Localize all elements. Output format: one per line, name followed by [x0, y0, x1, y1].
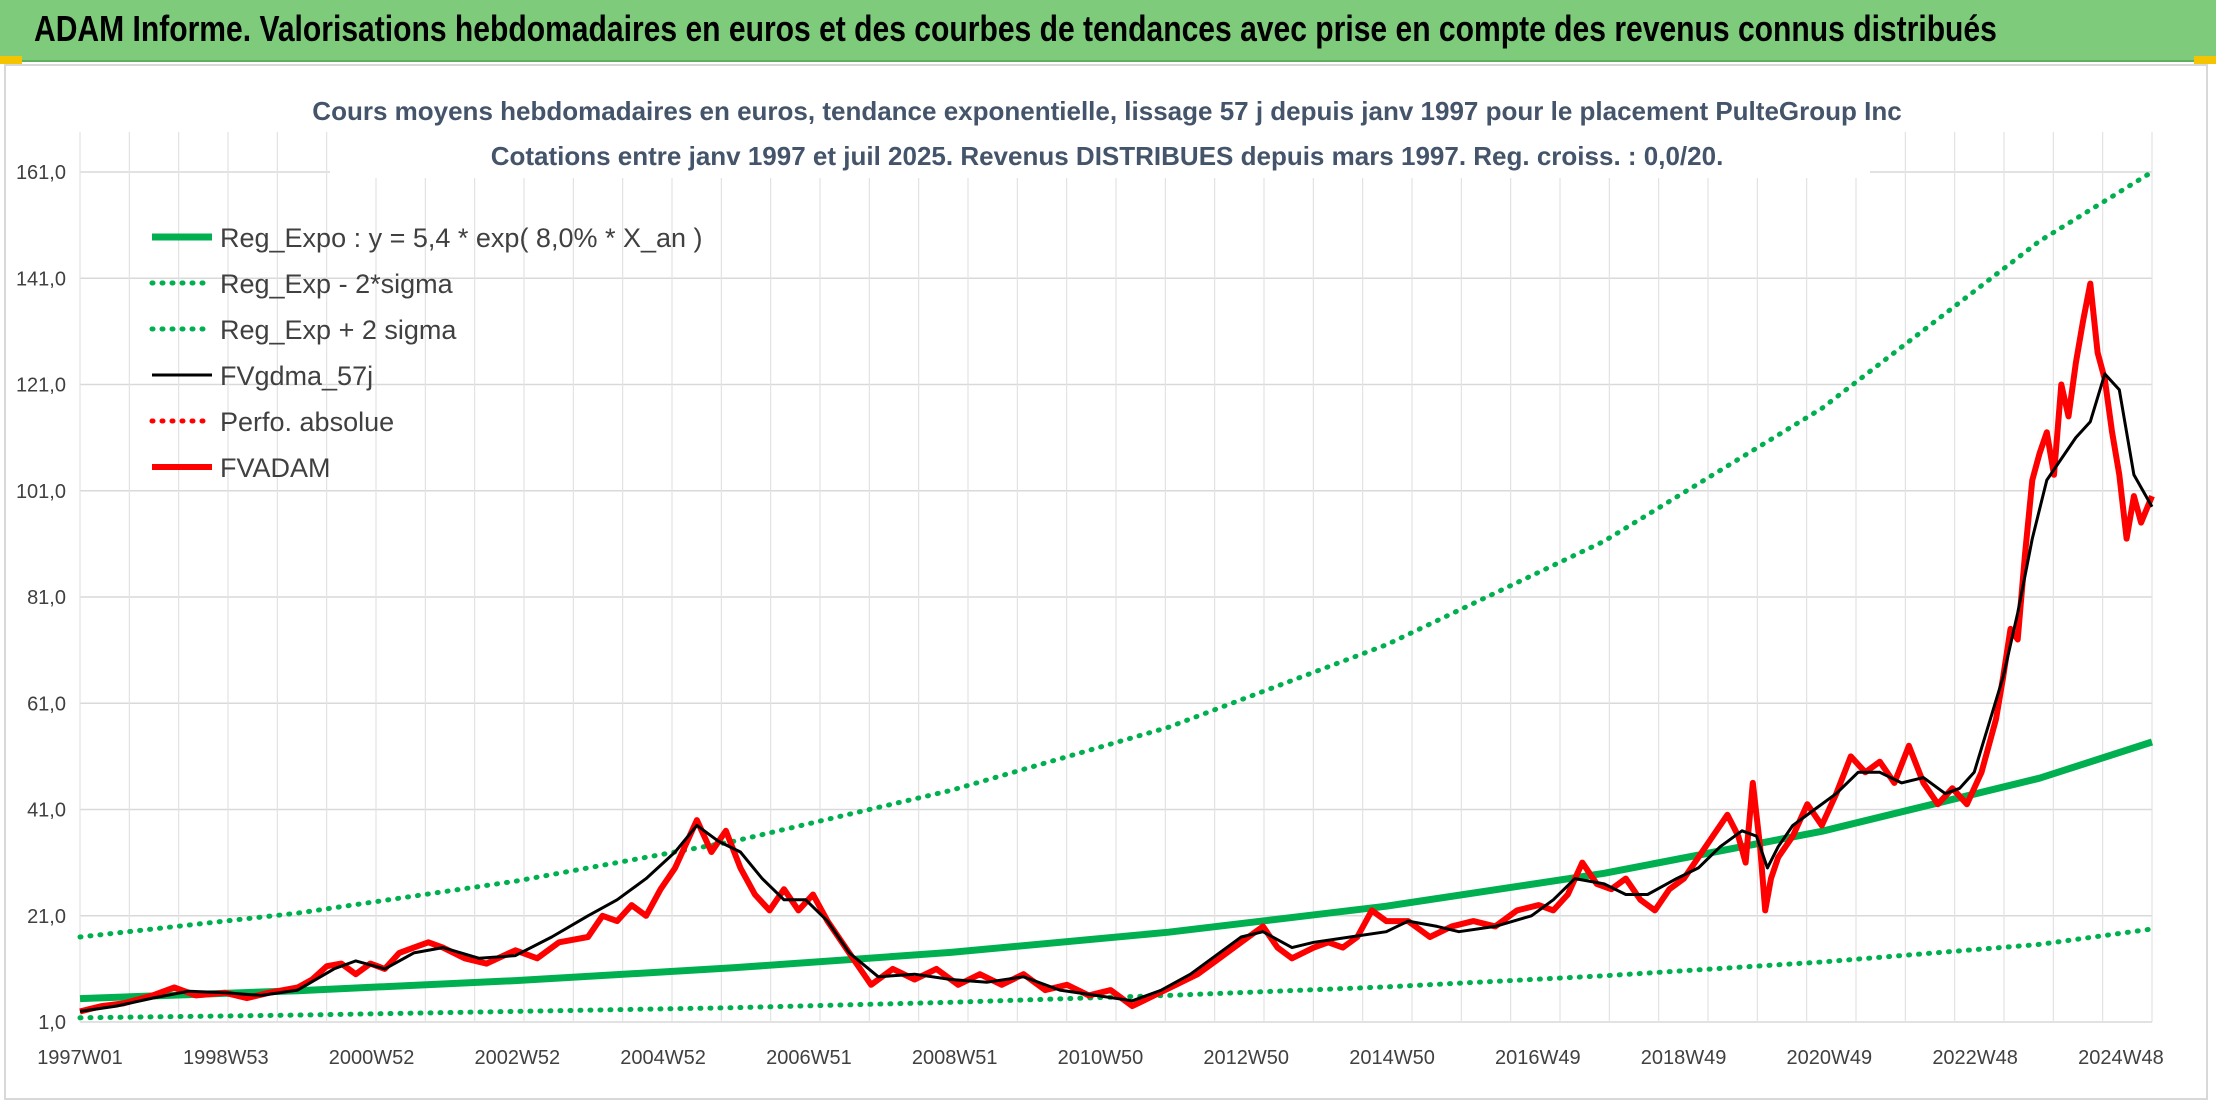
banner-corner-left — [0, 56, 22, 64]
x-tick-label: 2002W52 — [475, 1047, 561, 1069]
legend-label: Reg_Exp + 2 sigma — [220, 315, 457, 345]
title-backdrop — [330, 80, 1870, 178]
y-tick-label: 41,0 — [27, 800, 66, 822]
series-line-1 — [77, 926, 2155, 1021]
x-tick-label: 2012W50 — [1203, 1047, 1289, 1069]
x-tick-label: 1997W01 — [37, 1047, 123, 1069]
series-line-5 — [79, 280, 2155, 1015]
series-line-3 — [79, 372, 2154, 1013]
y-tick-label: 81,0 — [27, 587, 66, 609]
series-lines — [77, 169, 2155, 1021]
chart-title: Cours moyens hebdomadaires en euros, ten… — [312, 96, 1901, 126]
y-tick-label: 121,0 — [16, 375, 66, 397]
chart-frame — [4, 64, 2208, 1100]
legend-label: FVgdma_57j — [220, 361, 373, 391]
y-tick-label: 141,0 — [16, 268, 66, 290]
x-tick-label: 2018W49 — [1641, 1047, 1727, 1069]
report-banner: ADAM Informe. Valorisations hebdomadaire… — [0, 0, 2216, 62]
y-tick-label: 21,0 — [27, 906, 66, 928]
y-tick-label: 1,0 — [38, 1012, 66, 1034]
x-tick-label: 1998W53 — [183, 1047, 269, 1069]
legend-label: FVADAM — [220, 453, 331, 483]
x-tick-label: 2004W52 — [620, 1047, 706, 1069]
x-axis-ticks: 1997W01 1998W53 2000W52 2002W52 2004W52 2006W… — [37, 1047, 2164, 1069]
grid-lines — [79, 132, 2153, 1023]
x-tick-label: 2024W48 — [2078, 1047, 2164, 1069]
series-line-0 — [79, 738, 2154, 1003]
x-tick-label: 2010W50 — [1058, 1047, 1144, 1069]
legend-label: Reg_Expo : y = 5,4 * exp( 8,0% * X_an ) — [220, 223, 703, 253]
x-tick-label: 2022W48 — [1932, 1047, 2018, 1069]
y-axis-ticks: 1,0 21,0 41,0 61,0 81,0 101,0 121,0 141,0 161,0 — [16, 162, 66, 1034]
x-tick-label: 2008W51 — [912, 1047, 998, 1069]
x-tick-label: 2000W52 — [329, 1047, 415, 1069]
x-tick-label: 2020W49 — [1787, 1047, 1873, 1069]
legend-label: Perfo. absolue — [220, 407, 394, 437]
banner-corner-right — [2194, 56, 2216, 64]
x-tick-label: 2016W49 — [1495, 1047, 1581, 1069]
series-line-2 — [77, 169, 2155, 940]
chart-subtitle: Cotations entre janv 1997 et juil 2025. … — [491, 141, 1724, 171]
y-tick-label: 61,0 — [27, 693, 66, 715]
legend: Reg_Expo : y = 5,4 * exp( 8,0% * X_an ) R… — [149, 223, 703, 483]
y-tick-label: 101,0 — [16, 481, 66, 503]
legend-label: Reg_Exp - 2*sigma — [220, 269, 454, 299]
x-tick-label: 2006W51 — [766, 1047, 852, 1069]
x-tick-label: 2014W50 — [1349, 1047, 1435, 1069]
report-title: ADAM Informe. Valorisations hebdomadaire… — [34, 8, 1997, 49]
y-tick-label: 161,0 — [16, 162, 66, 184]
